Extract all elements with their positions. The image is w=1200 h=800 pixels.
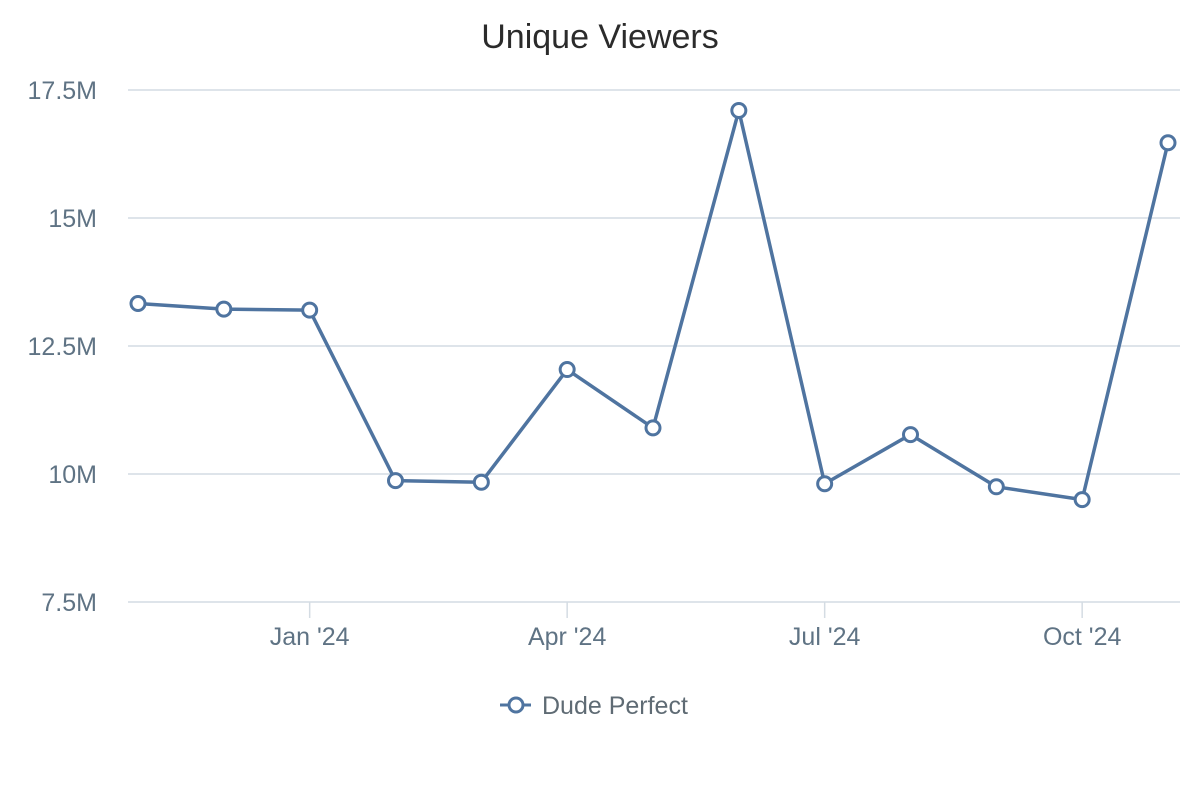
y-tick-label: 10M (48, 461, 97, 489)
legend[interactable]: Dude Perfect (500, 692, 688, 720)
data-point-2024-05[interactable] (644, 419, 662, 437)
data-point-2024-03[interactable] (472, 473, 490, 491)
data-point-2024-06[interactable] (730, 101, 748, 119)
data-point-2024-09[interactable] (987, 478, 1005, 496)
data-point-2023-11[interactable] (129, 295, 147, 313)
gridlines (128, 89, 1180, 603)
legend-marker-icon (507, 696, 525, 714)
data-point-2023-12[interactable] (215, 300, 233, 318)
y-tick-label: 12.5M (28, 333, 97, 361)
y-tick-label: 15M (48, 205, 97, 233)
series-line-dude-perfect (136, 108, 1170, 502)
chart-title: Unique Viewers (481, 18, 719, 56)
y-tick-label: 7.5M (41, 589, 97, 617)
data-point-2024-04[interactable] (558, 361, 576, 379)
y-tick-label: 17.5M (28, 77, 97, 105)
data-point-2024-07[interactable] (816, 475, 834, 493)
data-point-2024-01[interactable] (301, 301, 319, 319)
x-tick-label: Jan '24 (270, 623, 350, 651)
data-point-2024-08[interactable] (902, 426, 919, 444)
data-point-2024-10[interactable] (1073, 491, 1091, 509)
x-tick-label: Oct '24 (1043, 623, 1122, 651)
series (129, 101, 1177, 509)
data-point-2024-02[interactable] (387, 472, 404, 490)
axes: 7.5M 10M 12.5M 15M 17.5M Jan '24 Apr '24 Jul '2… (28, 77, 1122, 651)
legend-label-dude-perfect[interactable]: Dude Perfect (542, 692, 688, 720)
data-point-2024-11[interactable] (1159, 134, 1177, 152)
x-tick-label: Jul '24 (789, 623, 861, 651)
x-tick-label: Apr '24 (528, 623, 607, 651)
